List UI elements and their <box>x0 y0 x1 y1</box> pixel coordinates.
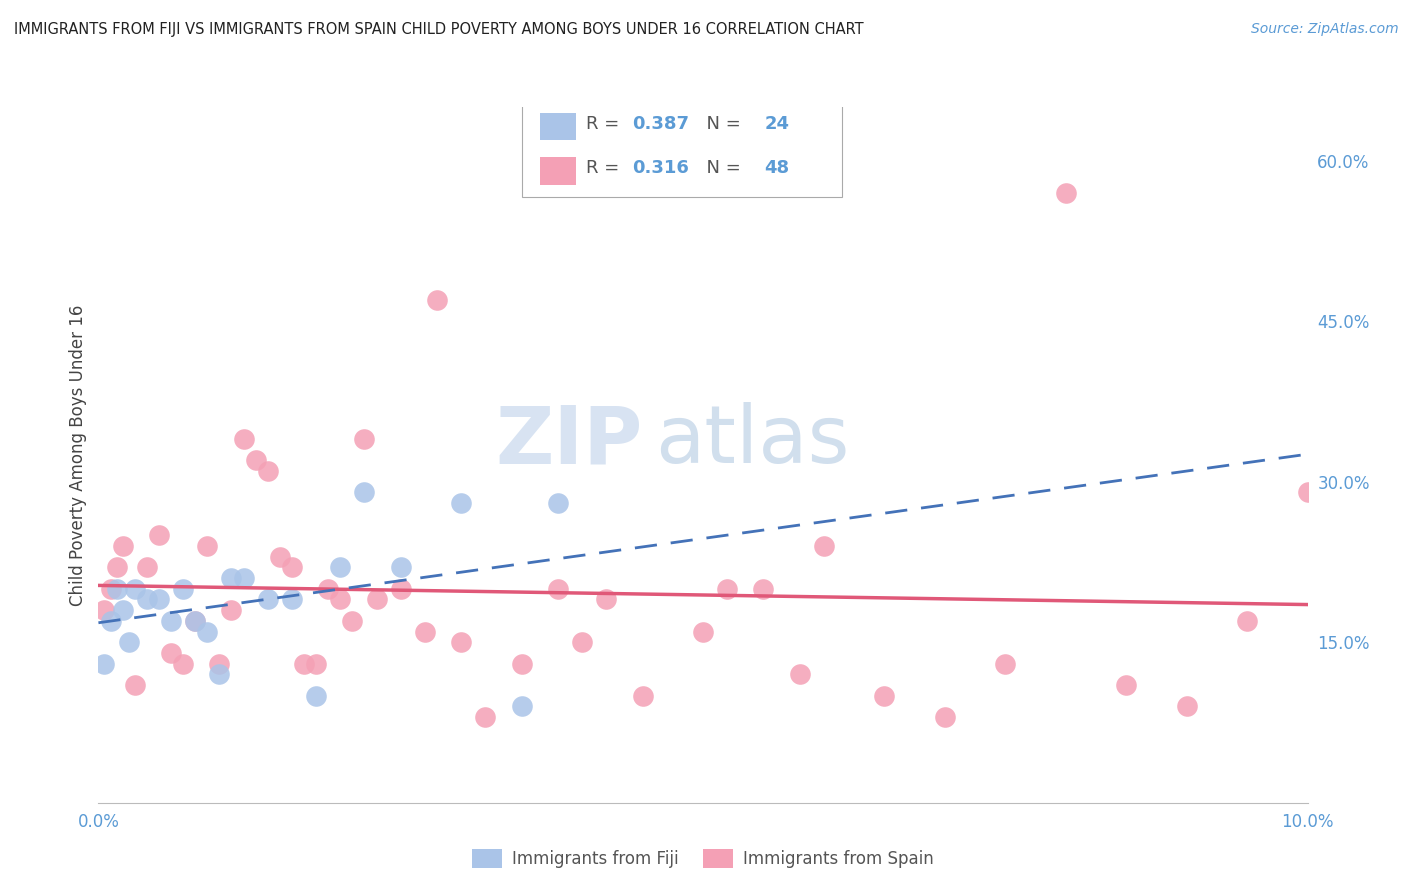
Point <box>316 582 339 596</box>
Point <box>692 624 714 639</box>
Point <box>269 549 291 564</box>
Point <box>281 560 304 574</box>
Point <box>160 646 183 660</box>
Point <box>93 603 115 617</box>
Point <box>366 592 388 607</box>
Point <box>547 582 569 596</box>
Point <box>305 657 328 671</box>
Point <box>1054 186 1077 200</box>
Point <box>631 689 654 703</box>
Point <box>873 689 896 703</box>
Point <box>292 657 315 671</box>
Point <box>135 560 157 574</box>
Point <box>232 432 254 446</box>
Point <box>118 635 141 649</box>
Text: N =: N = <box>695 114 747 133</box>
Point <box>256 464 278 478</box>
Point <box>135 592 157 607</box>
Point <box>245 453 267 467</box>
Point <box>353 485 375 500</box>
Point <box>353 432 375 446</box>
Point <box>100 582 122 596</box>
Point <box>208 667 231 681</box>
Point <box>93 657 115 671</box>
Point <box>221 603 243 617</box>
Text: 0.316: 0.316 <box>631 159 689 177</box>
Point <box>413 624 436 639</box>
Point <box>510 657 533 671</box>
Point <box>1115 678 1137 692</box>
Point <box>172 582 194 596</box>
Text: IMMIGRANTS FROM FIJI VS IMMIGRANTS FROM SPAIN CHILD POVERTY AMONG BOYS UNDER 16 : IMMIGRANTS FROM FIJI VS IMMIGRANTS FROM … <box>14 22 863 37</box>
FancyBboxPatch shape <box>540 157 576 185</box>
Point <box>232 571 254 585</box>
Point <box>160 614 183 628</box>
FancyBboxPatch shape <box>522 96 842 197</box>
Point <box>281 592 304 607</box>
Point <box>389 582 412 596</box>
Point <box>813 539 835 553</box>
Text: 24: 24 <box>765 114 790 133</box>
Point <box>305 689 328 703</box>
Legend: Immigrants from Fiji, Immigrants from Spain: Immigrants from Fiji, Immigrants from Sp… <box>465 842 941 874</box>
Point <box>510 699 533 714</box>
Point <box>571 635 593 649</box>
Point <box>716 582 738 596</box>
Y-axis label: Child Poverty Among Boys Under 16: Child Poverty Among Boys Under 16 <box>69 304 87 606</box>
Point <box>329 560 352 574</box>
Point <box>105 582 128 596</box>
Text: N =: N = <box>695 159 747 177</box>
Point <box>148 592 170 607</box>
Point <box>1236 614 1258 628</box>
Point <box>1296 485 1319 500</box>
Point <box>184 614 207 628</box>
Point <box>426 293 449 307</box>
Point <box>148 528 170 542</box>
Point <box>208 657 231 671</box>
Point <box>450 635 472 649</box>
Point <box>195 624 218 639</box>
Point <box>1175 699 1198 714</box>
Point <box>184 614 207 628</box>
Point <box>752 582 775 596</box>
Point <box>994 657 1017 671</box>
Text: R =: R = <box>586 114 624 133</box>
Point <box>195 539 218 553</box>
Point <box>547 496 569 510</box>
Point <box>100 614 122 628</box>
Point <box>789 667 811 681</box>
Point <box>342 614 364 628</box>
Point <box>124 582 146 596</box>
Point <box>389 560 412 574</box>
Text: 0.387: 0.387 <box>631 114 689 133</box>
Point <box>105 560 128 574</box>
Point <box>172 657 194 671</box>
Point <box>474 710 496 724</box>
FancyBboxPatch shape <box>540 112 576 140</box>
Point <box>450 496 472 510</box>
Text: Source: ZipAtlas.com: Source: ZipAtlas.com <box>1251 22 1399 37</box>
Point <box>221 571 243 585</box>
Text: R =: R = <box>586 159 624 177</box>
Text: atlas: atlas <box>655 402 849 480</box>
Point <box>256 592 278 607</box>
Point <box>595 592 617 607</box>
Point <box>934 710 956 724</box>
Point <box>124 678 146 692</box>
Point <box>111 539 134 553</box>
Point <box>111 603 134 617</box>
Point <box>329 592 352 607</box>
Text: ZIP: ZIP <box>495 402 643 480</box>
Text: 48: 48 <box>765 159 790 177</box>
